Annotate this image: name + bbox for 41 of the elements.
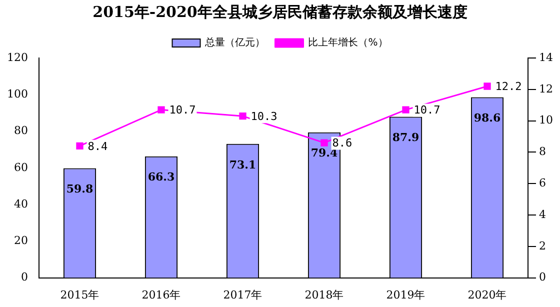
y2-tick-label: 6: [539, 176, 546, 190]
y2-tick-label: 12: [539, 82, 554, 96]
y-tick-label: 20: [14, 234, 28, 248]
data-label: 59.8: [66, 182, 94, 196]
y-tick-label: 60: [14, 160, 28, 174]
y-tick-label: 80: [14, 124, 28, 138]
legend-label: 总量（亿元）: [204, 36, 266, 49]
x-tick-label: 2017年: [223, 288, 262, 302]
data-label: 8.4: [88, 140, 108, 153]
x-tick-label: 2018年: [304, 288, 344, 302]
x-tick-label: 2016年: [142, 288, 181, 302]
data-label: 87.9: [392, 131, 420, 144]
data-label: 10.7: [169, 104, 196, 117]
y-tick-label: 100: [6, 87, 28, 100]
x-tick-label: 2019年: [386, 288, 426, 302]
y2-tick-label: 14: [539, 50, 554, 64]
x-tick-label: 2015年: [60, 288, 100, 302]
data-label: 98.6: [474, 112, 501, 125]
y2-tick-label: 2: [539, 239, 546, 252]
point: [239, 112, 246, 120]
point: [402, 106, 410, 114]
legend-label: 比上年增长（%）: [308, 36, 388, 49]
data-label: 12.2: [495, 80, 522, 94]
data-label: 10.3: [250, 110, 278, 123]
x-tick-label: 2020年: [468, 288, 507, 302]
point: [484, 82, 491, 90]
y2-tick-label: 10: [539, 114, 554, 127]
data-label: 10.7: [414, 104, 440, 117]
chart-title: 2015年-2020年全县城乡居民储蓄存款余额及增长速度: [92, 2, 468, 21]
y2-tick-label: 8: [539, 145, 546, 158]
y2-tick-label: 0: [539, 270, 546, 284]
data-label: 73.1: [229, 158, 256, 172]
data-label: 8.6: [332, 136, 352, 150]
y2-tick-label: 4: [539, 208, 546, 221]
data-label: 66.3: [148, 170, 175, 184]
y-tick-label: 120: [6, 50, 28, 64]
point: [158, 106, 165, 114]
point: [76, 142, 84, 150]
y-tick-label: 0: [20, 270, 28, 284]
y-tick-label: 40: [14, 197, 28, 210]
point: [320, 139, 328, 146]
